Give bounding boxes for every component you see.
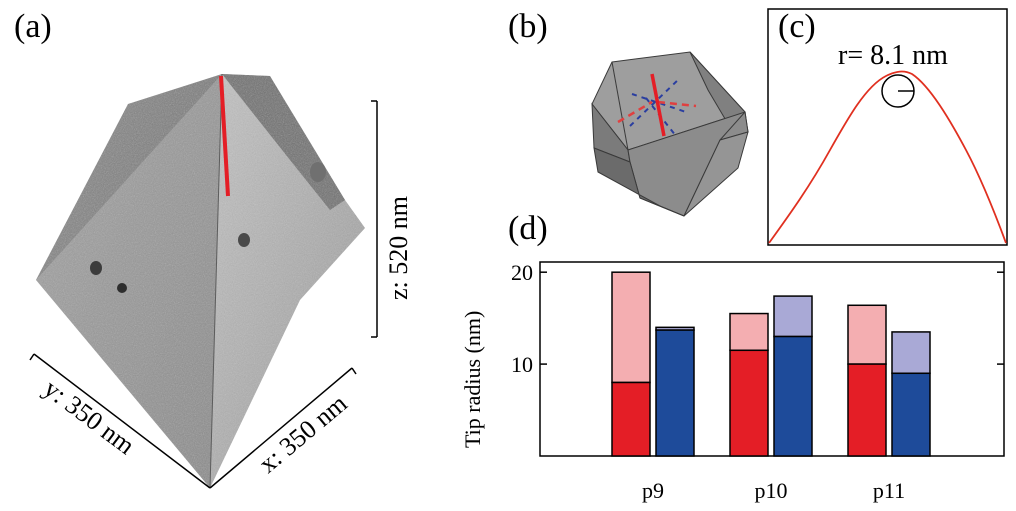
blue-lower-bar	[655, 329, 695, 457]
red-lower-bar	[847, 363, 887, 457]
z-axis	[371, 100, 378, 338]
afm-red-line	[219, 75, 230, 197]
radius-label: r= 8.1 nm	[838, 40, 948, 71]
panel-label-b: (b)	[508, 8, 548, 45]
afm-particle	[238, 233, 250, 247]
tip-model-axes	[617, 73, 697, 137]
profile-curve	[768, 70, 1007, 244]
panel-label-c: (c)	[778, 8, 816, 45]
red-lower-bar	[611, 381, 651, 457]
red-upper-bar	[847, 304, 887, 365]
tip-model	[591, 51, 749, 217]
profile-frame	[767, 8, 1008, 246]
red-lower-bar	[729, 349, 769, 457]
afm-front-face	[36, 74, 222, 488]
panel-label-d: (d)	[508, 210, 548, 247]
category-label: p11	[873, 478, 905, 503]
blue-upper-bar	[773, 295, 813, 338]
tip-radius-chart: Tip radius (nm) 10 20 p9 p10 p11	[460, 260, 1005, 503]
afm-ridge-edge	[209, 73, 223, 489]
chart-frame	[539, 261, 1005, 457]
red-upper-bar	[729, 312, 769, 352]
y-tick-label: 10	[511, 352, 533, 377]
panel-label-a: (a)	[14, 8, 52, 45]
red-upper-bar	[611, 271, 651, 384]
y-axis	[29, 353, 211, 489]
z-axis-label: z: 520 nm	[384, 196, 413, 300]
afm-particle	[90, 261, 102, 275]
afm-particle	[310, 162, 326, 182]
x-axis	[209, 367, 357, 489]
afm-particle	[117, 283, 127, 293]
x-axis-label: x: 350 nm	[253, 389, 352, 479]
y-axis-title: Tip radius (nm)	[460, 311, 485, 448]
y-axis-label: y: 350 nm	[38, 374, 140, 461]
category-label: p9	[642, 478, 664, 503]
blue-lower-bar	[891, 372, 931, 457]
blue-upper-bar	[891, 331, 931, 375]
category-label: p10	[755, 478, 788, 503]
y-tick-label: 20	[511, 260, 533, 285]
afm-tip-image	[36, 74, 365, 488]
blue-lower-bar	[773, 335, 813, 457]
